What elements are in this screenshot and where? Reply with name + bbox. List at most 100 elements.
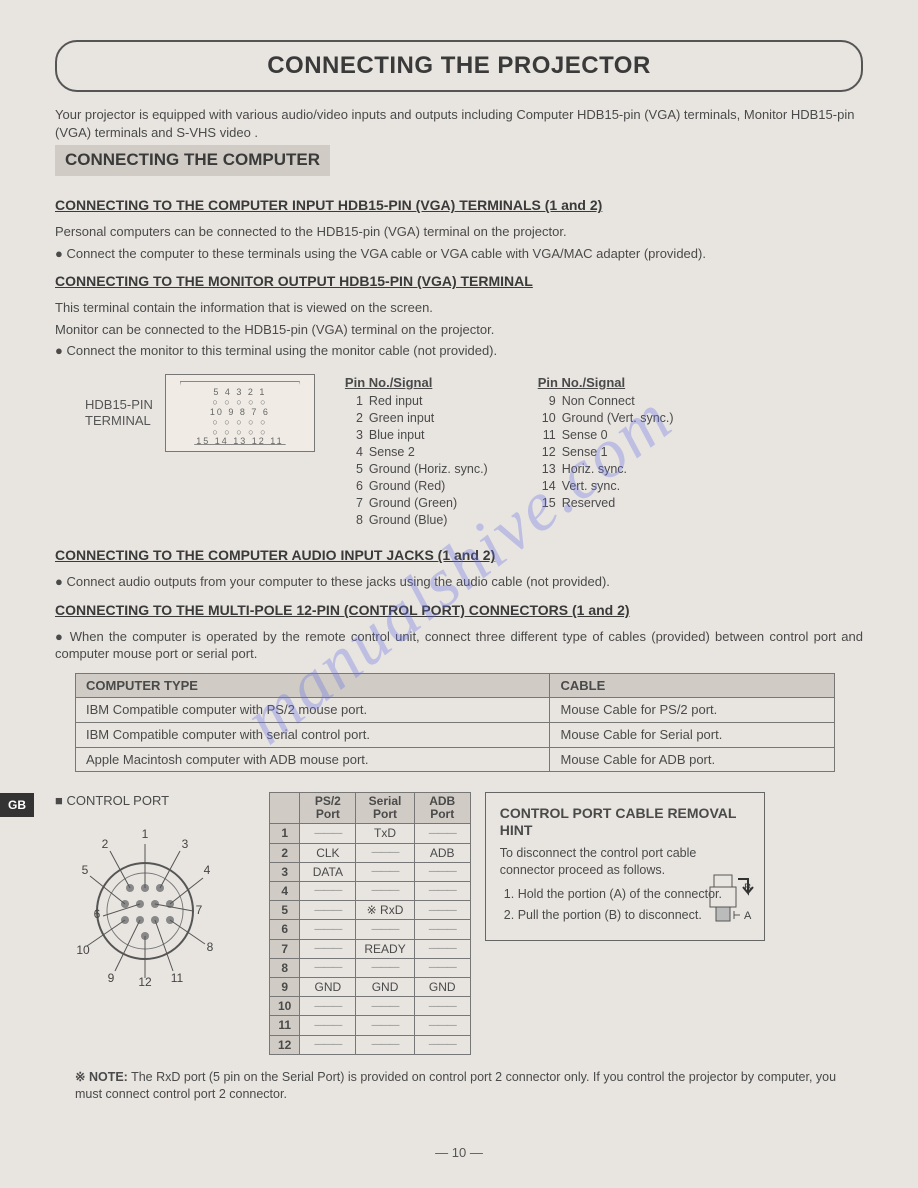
hdb15-diagram: HDB15-PIN TERMINAL 5 4 3 2 1 ○ ○ ○ ○ ○ 1… bbox=[85, 374, 315, 452]
table-cell: 3 bbox=[270, 862, 300, 881]
table-cell: ——— bbox=[356, 920, 414, 939]
pin-row: 6Ground (Red) bbox=[345, 478, 488, 495]
table-cell: 2 bbox=[270, 843, 300, 862]
page-title: CONNECTING THE PROJECTOR bbox=[57, 50, 861, 82]
bullet-line: ● When the computer is operated by the r… bbox=[55, 628, 863, 663]
removal-hint-box: CONTROL PORT CABLE REMOVAL HINT To disco… bbox=[485, 792, 765, 941]
svg-text:9: 9 bbox=[108, 971, 115, 985]
table-cell: ——— bbox=[300, 1016, 356, 1035]
table-row: Apple Macintosh computer with ADB mouse … bbox=[76, 747, 835, 772]
table-cell: ——— bbox=[300, 997, 356, 1016]
pin-row: 13Horiz. sync. bbox=[538, 461, 674, 478]
svg-text:A: A bbox=[744, 910, 752, 922]
table-row: 8————————— bbox=[270, 958, 471, 977]
table-cell: ——— bbox=[356, 997, 414, 1016]
pin-row: 7Ground (Green) bbox=[345, 495, 488, 512]
text-line: Monitor can be connected to the HDB15-pi… bbox=[55, 321, 863, 339]
table-cell: ADB bbox=[414, 843, 470, 862]
pin-signal-columns: Pin No./Signal 1Red input2Green input3Bl… bbox=[345, 374, 674, 529]
table-header: CABLE bbox=[550, 673, 835, 698]
cable-table: COMPUTER TYPE CABLE IBM Compatible compu… bbox=[75, 673, 835, 772]
table-cell: ——— bbox=[414, 1016, 470, 1035]
table-cell: ——— bbox=[414, 901, 470, 920]
svg-text:10: 10 bbox=[76, 943, 90, 957]
table-cell: ——— bbox=[414, 939, 470, 958]
port-pin-table: PS/2PortSerialPortADBPort 1———TxD———2CLK… bbox=[269, 792, 471, 1055]
table-cell: 11 bbox=[270, 1016, 300, 1035]
svg-text:12: 12 bbox=[138, 975, 152, 986]
table-header: COMPUTER TYPE bbox=[76, 673, 550, 698]
table-cell: ——— bbox=[356, 1035, 414, 1054]
table-cell: GND bbox=[414, 977, 470, 996]
pin-col-head: Pin No./Signal bbox=[345, 374, 488, 392]
table-row: 6————————— bbox=[270, 920, 471, 939]
bullet-line: ● Connect audio outputs from your comput… bbox=[55, 573, 863, 591]
table-row: 3DATA—————— bbox=[270, 862, 471, 881]
svg-text:4: 4 bbox=[204, 863, 211, 877]
table-row: 12————————— bbox=[270, 1035, 471, 1054]
bullet-line: ● Connect the monitor to this terminal u… bbox=[55, 342, 863, 360]
table-cell: ——— bbox=[300, 1035, 356, 1054]
table-cell: ——— bbox=[414, 882, 470, 901]
hint-title: CONTROL PORT CABLE REMOVAL HINT bbox=[500, 805, 752, 839]
table-cell: GND bbox=[356, 977, 414, 996]
lower-row: CONTROL PORT 123 54 67 1 bbox=[55, 792, 863, 1055]
pin-row: 12Sense 1 bbox=[538, 444, 674, 461]
twelve-pin-icon: 123 54 67 108 91211 bbox=[55, 816, 235, 986]
note-label: ※ NOTE: bbox=[75, 1070, 128, 1084]
table-cell: DATA bbox=[300, 862, 356, 881]
pin-row: 14Vert. sync. bbox=[538, 478, 674, 495]
table-cell: ——— bbox=[300, 882, 356, 901]
pin-col-left: Pin No./Signal 1Red input2Green input3Bl… bbox=[345, 374, 488, 529]
table-row: 1———TxD——— bbox=[270, 824, 471, 843]
diagram-caption: CONTROL PORT bbox=[55, 792, 255, 810]
pin-row: 1Red input bbox=[345, 393, 488, 410]
svg-text:1: 1 bbox=[142, 827, 149, 841]
table-cell: ——— bbox=[414, 862, 470, 881]
table-cell: ——— bbox=[356, 862, 414, 881]
pin-col-right: Pin No./Signal 9Non Connect10Ground (Ver… bbox=[538, 374, 674, 529]
pin-row: 2Green input bbox=[345, 410, 488, 427]
table-cell: ——— bbox=[300, 920, 356, 939]
table-header: ADBPort bbox=[414, 793, 470, 824]
pin-diagram-block: HDB15-PIN TERMINAL 5 4 3 2 1 ○ ○ ○ ○ ○ 1… bbox=[85, 374, 863, 529]
subhead-monitor-output: CONNECTING TO THE MONITOR OUTPUT HDB15-P… bbox=[55, 272, 863, 291]
table-cell: CLK bbox=[300, 843, 356, 862]
table-row: IBM Compatible computer with serial cont… bbox=[76, 723, 835, 748]
table-cell: ——— bbox=[414, 824, 470, 843]
table-cell: TxD bbox=[356, 824, 414, 843]
table-cell: ——— bbox=[356, 882, 414, 901]
pin-row: 5Ground (Horiz. sync.) bbox=[345, 461, 488, 478]
connector-pull-icon: B A bbox=[696, 871, 756, 941]
control-port-diagram: CONTROL PORT 123 54 67 1 bbox=[55, 792, 255, 990]
svg-text:11: 11 bbox=[171, 971, 184, 985]
svg-text:6: 6 bbox=[94, 907, 101, 921]
text-line: Personal computers can be connected to t… bbox=[55, 223, 863, 241]
svg-text:3: 3 bbox=[182, 837, 189, 851]
pin-row: 4Sense 2 bbox=[345, 444, 488, 461]
pin-row: 8Ground (Blue) bbox=[345, 512, 488, 529]
table-cell: 5 bbox=[270, 901, 300, 920]
table-cell: GND bbox=[300, 977, 356, 996]
table-cell: ——— bbox=[414, 958, 470, 977]
table-cell: ——— bbox=[300, 958, 356, 977]
intro-text: Your projector is equipped with various … bbox=[55, 106, 863, 141]
pin-row: 11Sense 0 bbox=[538, 427, 674, 444]
table-cell: ——— bbox=[300, 901, 356, 920]
table-cell: READY bbox=[356, 939, 414, 958]
table-row: 9GNDGNDGND bbox=[270, 977, 471, 996]
subhead-control-port: CONNECTING TO THE MULTI-POLE 12-PIN (CON… bbox=[55, 601, 863, 620]
table-header: SerialPort bbox=[356, 793, 414, 824]
pin-row: 15Reserved bbox=[538, 495, 674, 512]
table-cell: 4 bbox=[270, 882, 300, 901]
pin-row: 9Non Connect bbox=[538, 393, 674, 410]
table-cell: 10 bbox=[270, 997, 300, 1016]
table-row: 5———※ RxD——— bbox=[270, 901, 471, 920]
table-cell: 12 bbox=[270, 1035, 300, 1054]
table-row: 4————————— bbox=[270, 882, 471, 901]
subhead-computer-input: CONNECTING TO THE COMPUTER INPUT HDB15-P… bbox=[55, 196, 863, 215]
table-cell: ——— bbox=[356, 958, 414, 977]
table-cell: ——— bbox=[414, 1035, 470, 1054]
table-cell: 9 bbox=[270, 977, 300, 996]
page-number: — 10 — bbox=[0, 1144, 918, 1162]
